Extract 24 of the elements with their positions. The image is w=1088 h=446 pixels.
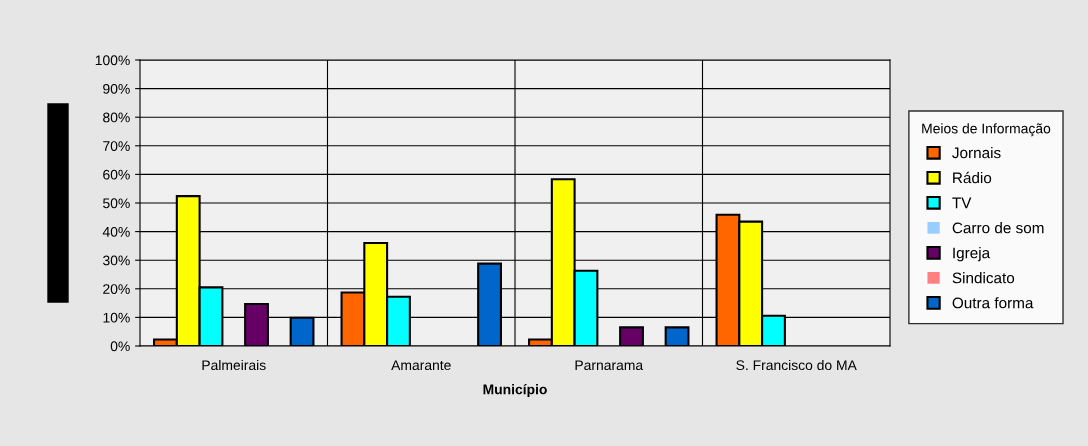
- legend-label: Jornais: [952, 147, 1001, 159]
- y-tick-label: 80%: [103, 112, 130, 123]
- x-tick-label: Palmeirais: [202, 359, 266, 371]
- y-tick-label: 90%: [103, 83, 130, 94]
- y-tick-label: 50%: [103, 198, 130, 209]
- legend-title: Meios de Informação: [922, 123, 1051, 137]
- legend-label: Igreja: [953, 247, 991, 262]
- legend-label: TV: [952, 197, 972, 209]
- y-tick-label: 0%: [110, 341, 130, 352]
- y-tick-label: 10%: [103, 312, 130, 323]
- x-tick-label: S. Francisco do MA: [736, 359, 857, 371]
- y-tick-label: 30%: [103, 255, 130, 266]
- y-tick-label: 100%: [95, 55, 130, 66]
- y-tick-label: 20%: [103, 284, 130, 294]
- legend-label: Sindicato: [952, 272, 1015, 284]
- y-tick-label: 70%: [103, 141, 130, 151]
- x-tick-label: Parnarama: [575, 360, 644, 371]
- legend-label: Outra forma: [952, 297, 1034, 309]
- x-axis-title: Município: [483, 383, 547, 398]
- legend-label: Rádio: [953, 171, 992, 184]
- legend-label: Carro de som: [952, 222, 1044, 234]
- y-tick-label: 40%: [102, 226, 130, 237]
- y-tick-label: 60%: [103, 169, 130, 180]
- x-tick-label: Amarante: [391, 360, 451, 371]
